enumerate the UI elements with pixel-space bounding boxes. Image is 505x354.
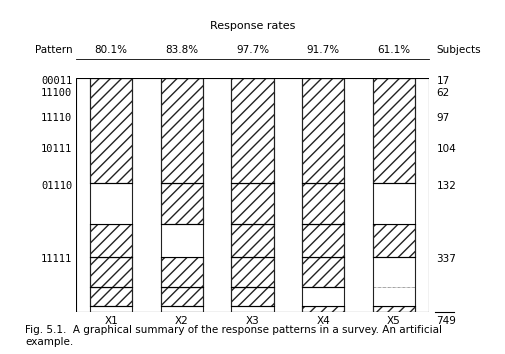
Bar — [373, 257, 415, 287]
Text: Subjects: Subjects — [436, 45, 481, 55]
Bar — [90, 306, 132, 312]
Text: 11110: 11110 — [41, 113, 72, 122]
Bar — [161, 78, 203, 312]
Text: 749: 749 — [436, 316, 456, 326]
Text: 97: 97 — [436, 113, 449, 122]
Text: Fig. 5.1.  A graphical summary of the response patterns in a survey. An artifici: Fig. 5.1. A graphical summary of the res… — [25, 325, 442, 347]
Bar — [90, 183, 132, 224]
Bar — [231, 306, 274, 312]
Bar — [302, 78, 344, 312]
Text: 91.7%: 91.7% — [307, 45, 340, 55]
Text: 62: 62 — [436, 88, 449, 98]
Bar — [302, 287, 344, 306]
Text: 61.1%: 61.1% — [377, 45, 411, 55]
Bar — [231, 257, 274, 287]
Text: 83.8%: 83.8% — [165, 45, 198, 55]
Bar — [161, 287, 203, 306]
Bar — [302, 257, 344, 287]
Text: 11111: 11111 — [41, 254, 72, 264]
Text: 97.7%: 97.7% — [236, 45, 269, 55]
Bar — [231, 78, 274, 312]
Bar — [302, 78, 344, 183]
Bar — [231, 224, 274, 257]
Text: 11100: 11100 — [41, 88, 72, 98]
Bar — [90, 257, 132, 287]
Bar — [161, 224, 203, 257]
Bar — [161, 306, 203, 312]
Text: 132: 132 — [436, 181, 456, 191]
Text: 104: 104 — [436, 144, 456, 154]
Bar — [373, 78, 415, 183]
Bar — [90, 78, 132, 312]
Bar — [90, 78, 132, 183]
Text: Response rates: Response rates — [210, 21, 295, 31]
Text: 10111: 10111 — [41, 144, 72, 154]
Bar — [373, 224, 415, 257]
Bar — [161, 257, 203, 287]
Bar — [161, 78, 203, 183]
Text: 80.1%: 80.1% — [94, 45, 128, 55]
Bar — [302, 224, 344, 257]
Bar — [231, 78, 274, 183]
Bar — [373, 183, 415, 224]
Bar — [161, 183, 203, 224]
Bar — [90, 287, 132, 306]
Text: 01110: 01110 — [41, 181, 72, 191]
Text: 337: 337 — [436, 254, 456, 264]
Text: Pattern: Pattern — [34, 45, 72, 55]
Bar — [90, 224, 132, 257]
Bar — [231, 287, 274, 306]
Bar — [373, 287, 415, 306]
Text: 17: 17 — [436, 75, 449, 86]
Bar — [302, 306, 344, 312]
Text: 00011: 00011 — [41, 75, 72, 86]
Bar — [373, 306, 415, 312]
Bar — [373, 78, 415, 312]
Bar — [302, 183, 344, 224]
Bar — [231, 183, 274, 224]
